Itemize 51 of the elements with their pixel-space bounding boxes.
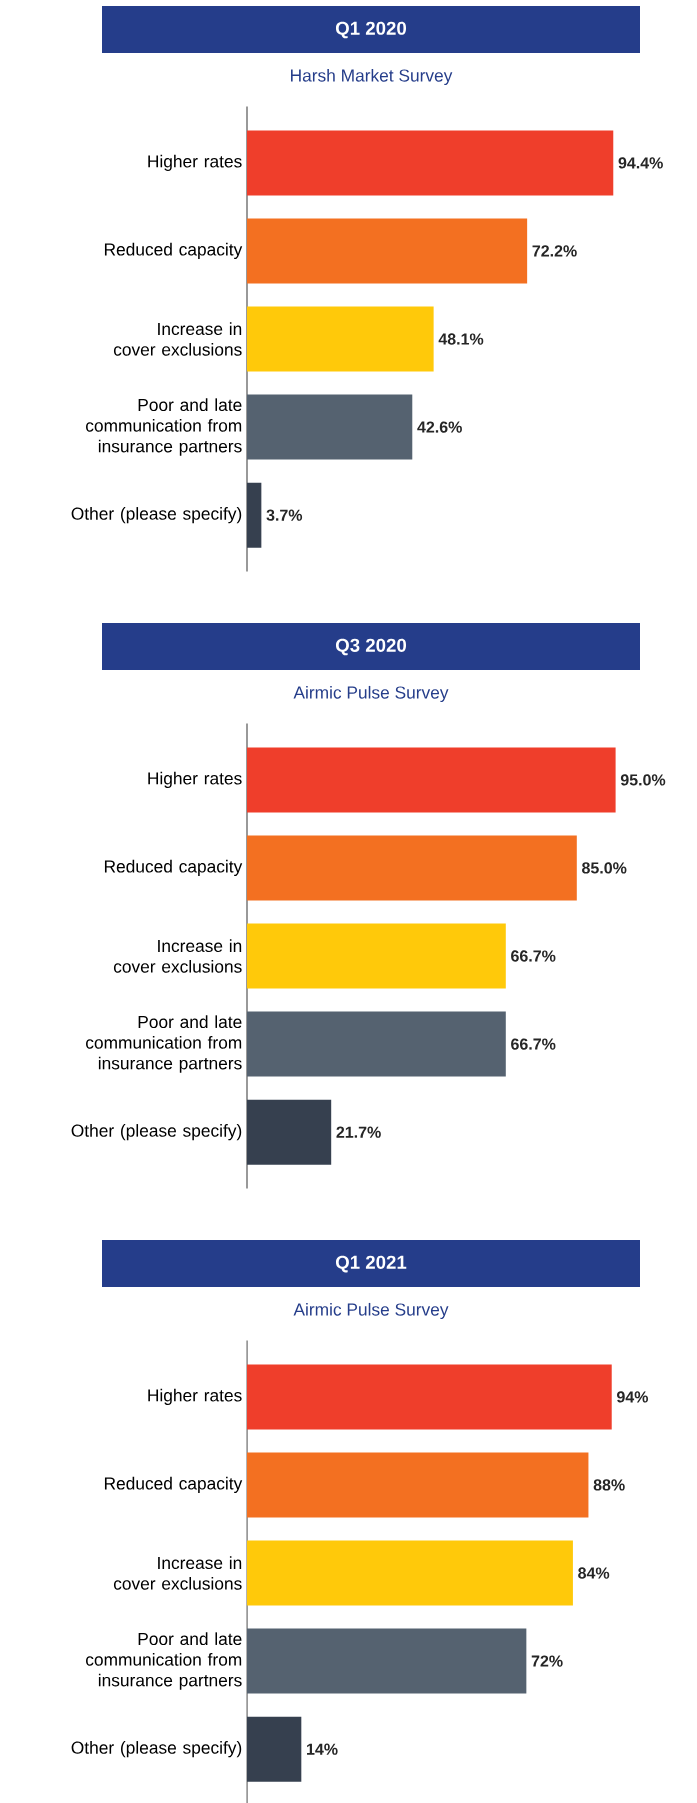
- bar: [247, 1099, 332, 1165]
- y-tick-label: Increase in cover exclusions: [113, 1556, 242, 1590]
- data-label: 66.7%: [511, 1038, 556, 1050]
- data-label: 48.1%: [438, 333, 484, 345]
- bar: [247, 218, 528, 284]
- bar: [247, 394, 413, 460]
- data-label: 72.2%: [532, 245, 577, 257]
- data-label: 66.7%: [511, 950, 556, 962]
- data-label: 84%: [578, 1567, 610, 1579]
- chart-subtitle: Airmic Pulse Survey: [293, 1302, 449, 1320]
- data-label: 94%: [617, 1391, 649, 1403]
- chart-title: Q3 2020: [335, 638, 407, 656]
- chart-subtitle: Harsh Market Survey: [291, 68, 453, 86]
- data-label: 72%: [531, 1655, 563, 1667]
- data-label: 14%: [307, 1743, 338, 1755]
- data-label: 95.0%: [620, 774, 666, 786]
- y-tick-label: Higher rates: [148, 154, 242, 171]
- bar: [247, 1540, 573, 1606]
- y-tick-label: Increase in cover exclusions: [113, 939, 242, 973]
- bar: [247, 1011, 506, 1077]
- data-label: 88%: [593, 1479, 625, 1491]
- data-label: 21.7%: [336, 1126, 381, 1138]
- data-label: 85.0%: [582, 862, 627, 874]
- chart-title: Q1 2020: [335, 21, 407, 39]
- chart-subtitle: Airmic Pulse Survey: [293, 685, 449, 703]
- data-label: 94.4%: [618, 157, 663, 169]
- y-tick-label: Reduced capacity: [104, 859, 243, 877]
- y-tick-label: Other (please specify): [71, 507, 242, 524]
- data-label: 3.7%: [266, 509, 303, 521]
- y-tick-label: Poor and late communication from insurance partners: [86, 398, 242, 456]
- bar: [247, 482, 262, 548]
- bar: [247, 306, 434, 372]
- y-tick-label: Reduced capacity: [104, 1476, 243, 1494]
- y-tick-label: Higher rates: [148, 771, 242, 788]
- y-tick-label: Poor and late communication from insurance partners: [86, 1015, 242, 1073]
- data-label: 42.6%: [417, 421, 462, 433]
- bar: [247, 1364, 612, 1430]
- y-tick-label: Poor and late communication from insurance partners: [86, 1632, 242, 1690]
- bar: [247, 835, 577, 901]
- chart-title: Q1 2021: [335, 1255, 407, 1273]
- bar: [247, 1452, 589, 1518]
- bar: [247, 1716, 302, 1782]
- y-tick-label: Increase in cover exclusions: [113, 322, 242, 356]
- y-tick-label: Reduced capacity: [104, 242, 243, 260]
- y-tick-label: Other (please specify): [71, 1741, 242, 1758]
- bar: [247, 747, 616, 813]
- bar: [247, 1628, 527, 1694]
- bar: [247, 923, 506, 989]
- y-tick-label: Other (please specify): [71, 1124, 242, 1141]
- y-tick-label: Higher rates: [148, 1388, 242, 1405]
- bar: [247, 130, 614, 196]
